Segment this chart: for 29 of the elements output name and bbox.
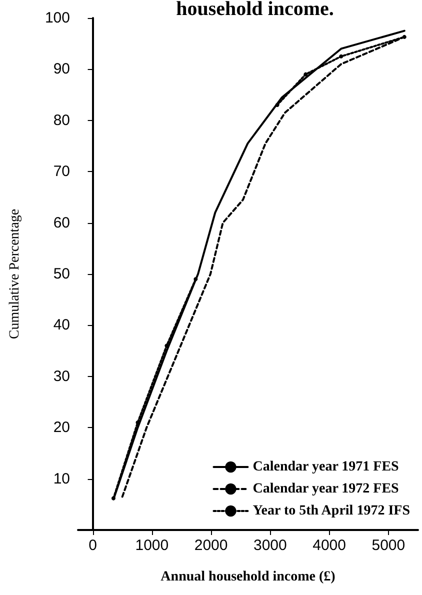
y-tick-label: 80: [53, 112, 70, 129]
y-tick-label: 90: [53, 60, 70, 78]
point: [164, 344, 169, 348]
y-tick-label: 30: [53, 368, 70, 385]
x-tick-label: 1000: [135, 537, 169, 554]
point: [111, 496, 116, 500]
y-axis-title: Cumulative Percentage: [8, 208, 22, 340]
x-tick-label: 0: [88, 537, 97, 554]
x-axis-title: Annual household income (£): [160, 570, 336, 584]
y-tick-label: 100: [44, 10, 70, 26]
point: [304, 72, 308, 76]
y-tick-label: 50: [53, 266, 70, 282]
point: [194, 277, 198, 282]
point: [339, 54, 344, 58]
y-tick-label: 60: [53, 214, 70, 232]
x-tick-label: 5000: [372, 537, 406, 554]
point: [275, 103, 280, 108]
chart-title: household income.: [176, 0, 334, 20]
legend-label: Calendar year 1972 FES: [252, 482, 400, 496]
legend-label: Calendar year 1971 FES: [252, 460, 400, 474]
x-tick-label: 3000: [253, 537, 287, 554]
y-tick-label: 70: [53, 163, 70, 180]
legend-label: Year to 5th April 1972 IFS: [252, 504, 410, 518]
y-tick-label: 10: [53, 470, 70, 488]
x-tick-label: 4000: [312, 537, 346, 554]
y-tick-label: 40: [53, 316, 70, 334]
y-tick-label: 20: [53, 419, 70, 436]
point: [402, 34, 406, 39]
x-tick-label: 2000: [194, 537, 228, 554]
